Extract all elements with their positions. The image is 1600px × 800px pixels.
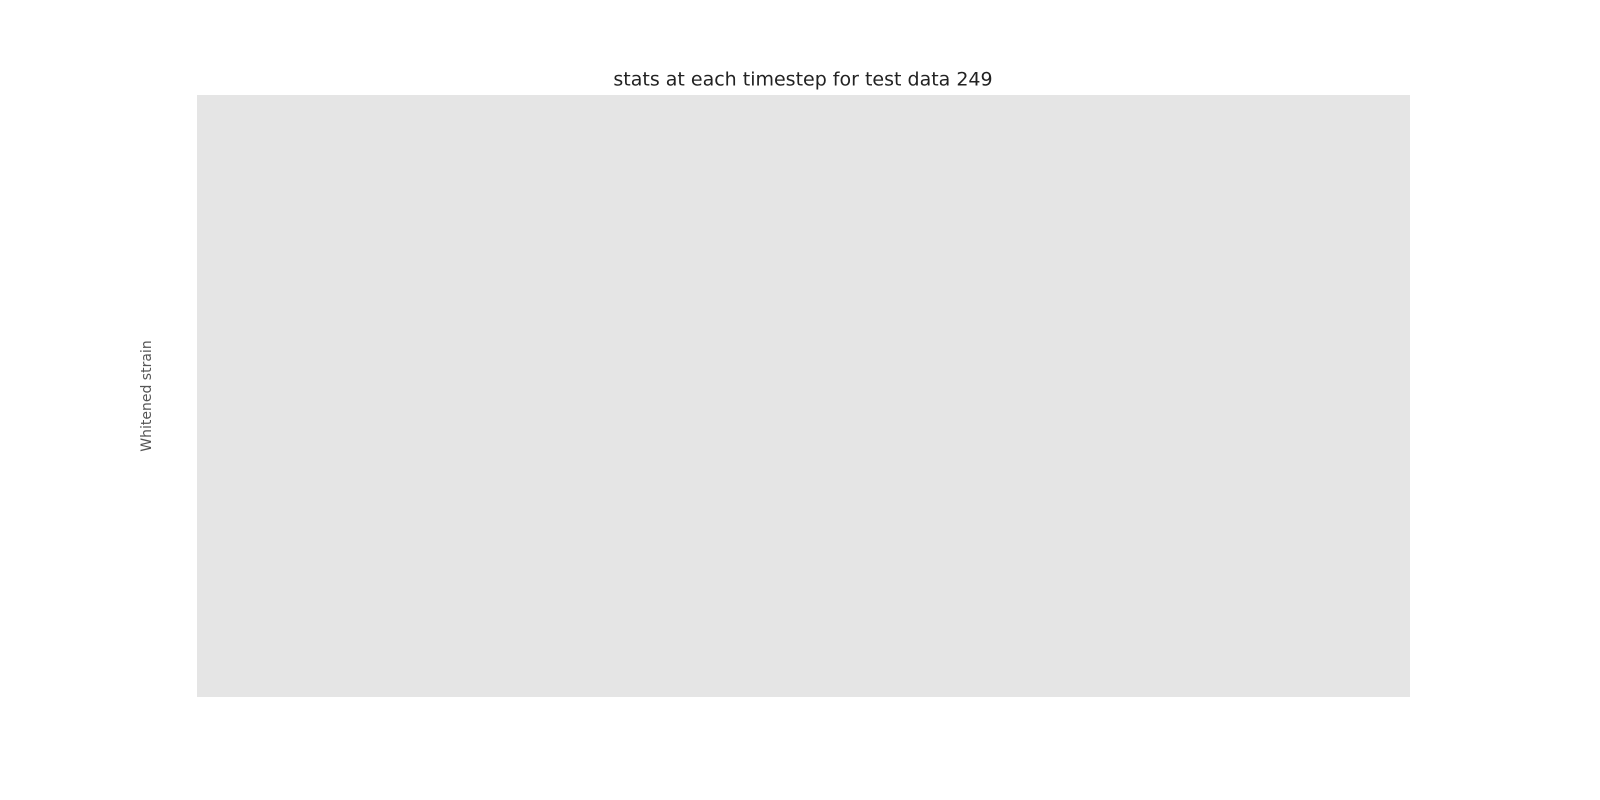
plot-area — [197, 95, 1410, 697]
y-axis-label: Whitened strain — [139, 340, 155, 451]
chart-title: stats at each timestep for test data 249 — [613, 69, 992, 91]
